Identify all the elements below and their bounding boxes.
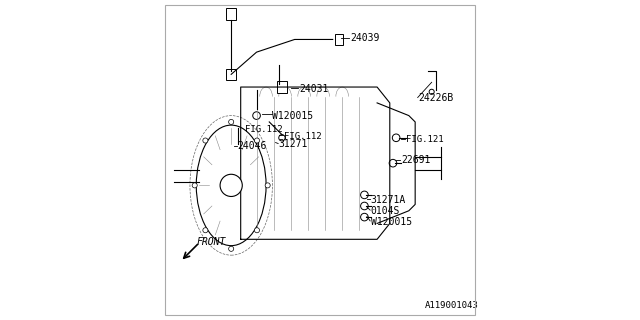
Circle shape — [265, 183, 270, 188]
Circle shape — [253, 112, 260, 119]
Circle shape — [389, 159, 397, 167]
Text: FIG.121: FIG.121 — [406, 135, 444, 144]
Text: 0104S: 0104S — [371, 206, 400, 216]
Circle shape — [360, 191, 368, 199]
Text: FIG.112: FIG.112 — [246, 125, 283, 134]
Text: 24031: 24031 — [300, 84, 329, 94]
Text: FRONT: FRONT — [196, 237, 226, 247]
Circle shape — [429, 89, 434, 94]
Bar — [227, 69, 236, 80]
Circle shape — [255, 228, 259, 233]
Text: A119001043: A119001043 — [425, 301, 479, 310]
Circle shape — [360, 202, 368, 210]
Circle shape — [220, 174, 243, 196]
Circle shape — [279, 135, 285, 141]
Circle shape — [392, 134, 400, 142]
Text: 22691: 22691 — [401, 155, 430, 165]
Circle shape — [360, 213, 368, 221]
Circle shape — [192, 183, 197, 188]
Text: 24039: 24039 — [350, 33, 380, 43]
Text: 31271A: 31271A — [371, 195, 406, 205]
Circle shape — [228, 246, 234, 252]
Text: W120015: W120015 — [273, 111, 314, 121]
Text: FIG.112: FIG.112 — [284, 132, 321, 141]
Ellipse shape — [196, 125, 266, 246]
Bar — [227, 8, 236, 20]
Circle shape — [231, 144, 237, 150]
Circle shape — [228, 119, 234, 124]
Circle shape — [203, 228, 208, 233]
Text: 24046: 24046 — [237, 141, 267, 151]
Polygon shape — [241, 87, 390, 239]
Text: 24226B: 24226B — [419, 93, 454, 103]
Circle shape — [255, 138, 259, 143]
Text: 31271: 31271 — [279, 139, 308, 149]
Polygon shape — [377, 103, 415, 223]
Circle shape — [203, 138, 208, 143]
Text: W120015: W120015 — [371, 217, 412, 227]
Bar — [335, 34, 344, 45]
Bar — [277, 82, 287, 92]
